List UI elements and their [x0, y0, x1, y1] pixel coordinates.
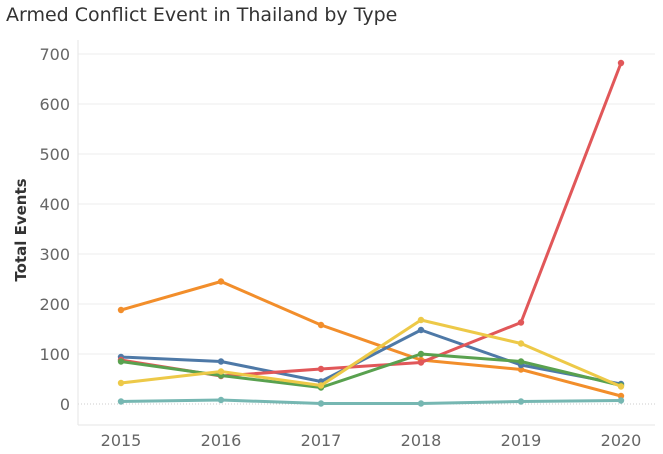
data-point[interactable] [217, 278, 225, 285]
data-point[interactable] [117, 306, 125, 314]
y-tick-label: 500 [39, 145, 70, 164]
data-point[interactable] [117, 358, 125, 365]
y-tick-label: 700 [39, 45, 70, 64]
y-tick-label: 0 [60, 395, 70, 414]
data-point[interactable] [517, 358, 525, 365]
data-point[interactable] [117, 379, 125, 387]
data-point[interactable] [317, 365, 325, 373]
series-lines [117, 59, 625, 407]
data-point[interactable] [417, 326, 425, 334]
data-point[interactable] [317, 321, 325, 329]
data-point[interactable] [317, 382, 325, 389]
data-point[interactable] [617, 392, 625, 400]
series-line [119, 280, 623, 398]
data-point[interactable] [517, 319, 525, 326]
x-tick-label: 2017 [301, 431, 342, 450]
data-point[interactable] [517, 398, 525, 405]
x-tick-label: 2020 [601, 431, 642, 450]
series-line [119, 61, 623, 378]
x-tick-label: 2016 [201, 431, 242, 450]
y-tick-labels: 0 100 200 300 400 500 600 700 [39, 45, 70, 414]
data-point[interactable] [117, 398, 125, 405]
y-tick-label: 400 [39, 195, 70, 214]
y-tick-label: 200 [39, 295, 70, 314]
x-tick-label: 2019 [501, 431, 542, 450]
data-point[interactable] [617, 383, 625, 390]
series-line [119, 318, 623, 388]
series-3 [117, 59, 625, 380]
data-point[interactable] [517, 340, 525, 347]
x-tick-labels: 2015 2016 2017 2018 2019 2020 [101, 431, 642, 450]
y-tick-label: 600 [39, 95, 70, 114]
data-point[interactable] [617, 59, 625, 67]
y-axis-label: Total Events [12, 178, 30, 281]
gridlines [78, 53, 655, 405]
data-point[interactable] [417, 400, 425, 407]
data-point[interactable] [417, 316, 425, 324]
data-point[interactable] [317, 400, 325, 407]
series-5 [117, 316, 625, 390]
data-point[interactable] [217, 396, 225, 404]
data-point[interactable] [417, 350, 425, 358]
series-line [119, 398, 623, 405]
data-point[interactable] [517, 366, 525, 373]
axes [77, 40, 655, 426]
x-tick-label: 2015 [101, 431, 142, 450]
series-line [119, 328, 623, 386]
y-tick-label: 100 [39, 345, 70, 364]
chart-title: Armed Conflict Event in Thailand by Type [6, 4, 398, 26]
data-point[interactable] [617, 397, 625, 404]
data-point[interactable] [217, 368, 225, 375]
data-point[interactable] [417, 359, 425, 366]
data-point[interactable] [217, 358, 225, 365]
x-tick-label: 2018 [401, 431, 442, 450]
y-tick-label: 300 [39, 245, 70, 264]
series-1 [117, 278, 625, 400]
series-6 [117, 396, 625, 407]
